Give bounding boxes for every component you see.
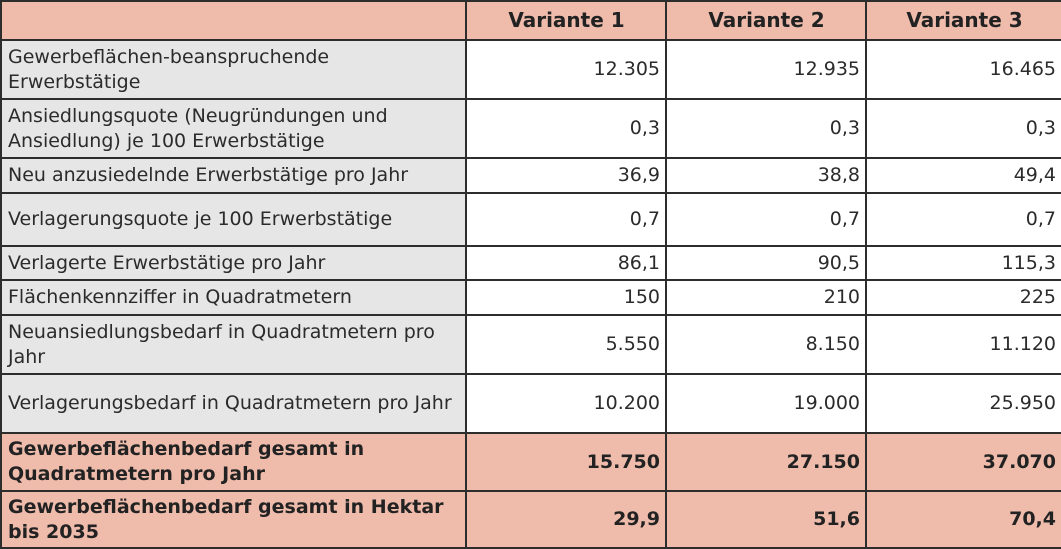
- value-variante-1: 0,3: [465, 98, 667, 159]
- value-variante-1: 86,1: [465, 245, 667, 281]
- value-variante-3: 25.950: [865, 373, 1061, 434]
- value-variante-1: 10.200: [465, 373, 667, 434]
- total-variante-3: 37.070: [865, 432, 1061, 492]
- total-variante-2: 27.150: [665, 432, 867, 492]
- value-variante-2: 210: [665, 279, 867, 316]
- row-label: Verlagerungsquote je 100 Erwerbstätige: [0, 192, 467, 247]
- value-variante-1: 36,9: [465, 157, 667, 194]
- row-label: Neuansiedlungsbedarf in Quadratmetern pr…: [0, 314, 467, 375]
- value-variante-3: 16.465: [865, 39, 1061, 100]
- table-row: Verlagerungsquote je 100 Erwerbstätige 0…: [0, 192, 1061, 247]
- row-label: Neu anzusiedelnde Erwerbstätige pro Jahr: [0, 157, 467, 194]
- table-row: Verlagerte Erwerbstätige pro Jahr 86,1 9…: [0, 245, 1061, 281]
- value-variante-2: 0,3: [665, 98, 867, 159]
- header-cell-empty: [0, 0, 467, 41]
- total-variante-3: 70,4: [865, 490, 1061, 549]
- value-variante-3: 225: [865, 279, 1061, 316]
- header-row: Variante 1 Variante 2 Variante 3: [0, 0, 1061, 41]
- value-variante-2: 8.150: [665, 314, 867, 375]
- header-variante-1: Variante 1: [465, 0, 667, 41]
- table-row: Gewerbeflächen-beanspruchende Erwerbstät…: [0, 39, 1061, 100]
- row-label: Flächenkennziffer in Quadratmetern: [0, 279, 467, 316]
- total-variante-2: 51,6: [665, 490, 867, 549]
- value-variante-3: 11.120: [865, 314, 1061, 375]
- table-row: Neuansiedlungsbedarf in Quadratmetern pr…: [0, 314, 1061, 375]
- row-label: Verlagerungsbedarf in Quadratmetern pro …: [0, 373, 467, 434]
- total-variante-1: 15.750: [465, 432, 667, 492]
- value-variante-2: 38,8: [665, 157, 867, 194]
- value-variante-2: 0,7: [665, 192, 867, 247]
- value-variante-3: 115,3: [865, 245, 1061, 281]
- value-variante-2: 19.000: [665, 373, 867, 434]
- header-variante-3: Variante 3: [865, 0, 1061, 41]
- value-variante-1: 150: [465, 279, 667, 316]
- value-variante-3: 0,3: [865, 98, 1061, 159]
- total-label: Gewerbeflächenbedarf gesamt in Hektar bi…: [0, 490, 467, 549]
- value-variante-1: 5.550: [465, 314, 667, 375]
- table-row: Verlagerungsbedarf in Quadratmetern pro …: [0, 373, 1061, 434]
- value-variante-3: 0,7: [865, 192, 1061, 247]
- table-row: Flächenkennziffer in Quadratmetern 150 2…: [0, 279, 1061, 316]
- row-label: Gewerbeflächen-beanspruchende Erwerbstät…: [0, 39, 467, 100]
- value-variante-1: 0,7: [465, 192, 667, 247]
- row-label: Ansiedlungsquote (Neugründungen und Ansi…: [0, 98, 467, 159]
- row-label: Verlagerte Erwerbstätige pro Jahr: [0, 245, 467, 281]
- total-variante-1: 29,9: [465, 490, 667, 549]
- value-variante-2: 90,5: [665, 245, 867, 281]
- total-label: Gewerbeflächenbedarf gesamt in Quadratme…: [0, 432, 467, 492]
- header-variante-2: Variante 2: [665, 0, 867, 41]
- total-row-hektar: Gewerbeflächenbedarf gesamt in Hektar bi…: [0, 490, 1061, 549]
- value-variante-2: 12.935: [665, 39, 867, 100]
- value-variante-3: 49,4: [865, 157, 1061, 194]
- value-variante-1: 12.305: [465, 39, 667, 100]
- table-row: Ansiedlungsquote (Neugründungen und Ansi…: [0, 98, 1061, 159]
- total-row-quadratmeter: Gewerbeflächenbedarf gesamt in Quadratme…: [0, 432, 1061, 492]
- table-row: Neu anzusiedelnde Erwerbstätige pro Jahr…: [0, 157, 1061, 194]
